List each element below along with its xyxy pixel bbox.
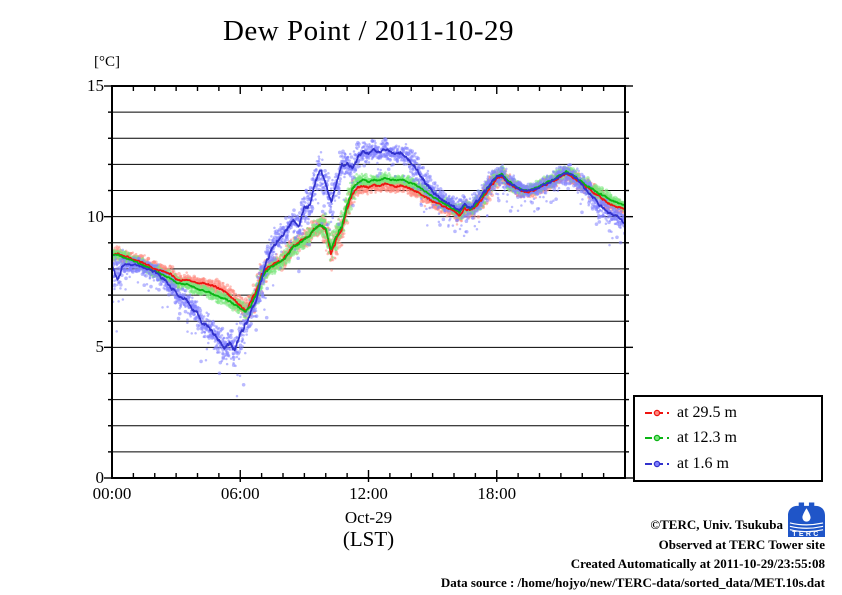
y-axis-tick-label: 10 xyxy=(87,206,104,226)
y-axis-tick-label: 5 xyxy=(95,337,105,357)
water-drop-icon xyxy=(802,508,811,522)
legend-entry-1-6m: at 1.6 m xyxy=(644,455,815,473)
legend-box: at 29.5 m at 12.3 m at 1.6 m xyxy=(633,395,823,482)
created-timestamp-text: Created Automatically at 2011-10-29/23:5… xyxy=(570,556,825,571)
page-title: Dew Point / 2011-10-29 xyxy=(222,15,515,47)
y-axis-tick-label: 0 xyxy=(95,468,105,487)
copyright-text: ©TERC, Univ. Tsukuba xyxy=(650,517,783,532)
legend-entry-label: at 29.5 m xyxy=(677,403,737,421)
x-axis-tick-label: 18:00 xyxy=(477,484,517,503)
legend-entry-12-3m: at 12.3 m xyxy=(644,429,815,447)
legend-marker-green-line-dot-icon xyxy=(645,435,669,442)
y-axis-unit-label: [°C] xyxy=(94,54,120,70)
y-axis-tick-label: 15 xyxy=(87,76,104,95)
legend-marker-blue-line-dot-icon xyxy=(645,460,669,468)
x-axis-tick-label: 06:00 xyxy=(220,484,260,503)
data-source-path-text: Data source : /home/hojyo/new/TERC-data/… xyxy=(440,575,825,590)
x-axis-date-label: Oct-29 xyxy=(344,508,393,527)
terc-logo-text: TERC xyxy=(792,531,820,538)
legend-entry-29-5m: at 29.5 m xyxy=(644,404,815,422)
legend-entry-label: at 1.6 m xyxy=(677,455,729,473)
observation-site-text: Observed at TERC Tower site xyxy=(658,537,825,552)
x-axis-timezone-label: (LST) xyxy=(342,527,395,551)
x-axis-tick-label: 00:00 xyxy=(92,484,132,503)
legend-entry-label: at 12.3 m xyxy=(677,429,737,447)
legend-marker-red-line-dot-icon xyxy=(645,409,669,417)
x-axis-tick-label: 12:00 xyxy=(349,484,388,503)
terc-logo: TERC xyxy=(788,502,825,538)
